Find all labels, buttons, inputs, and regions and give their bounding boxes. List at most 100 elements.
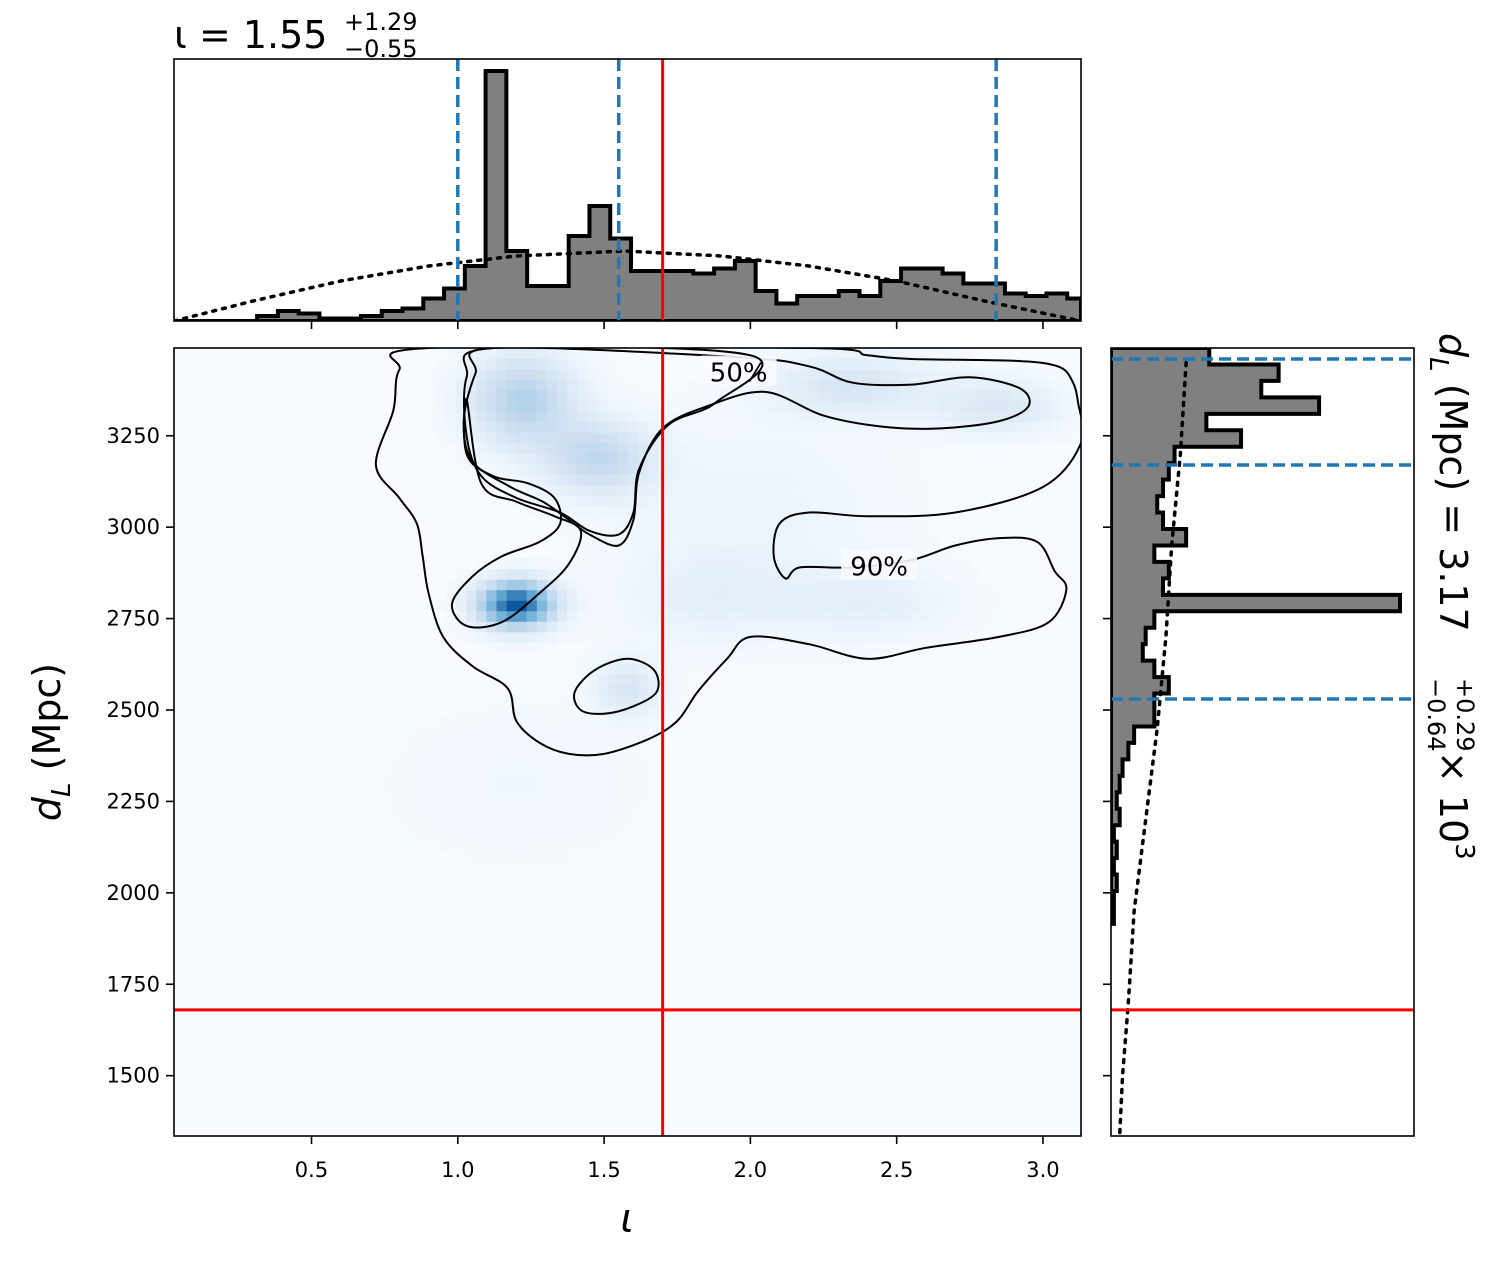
density-cell	[526, 579, 538, 591]
density-cell	[829, 484, 840, 496]
density-cell	[536, 453, 548, 465]
density-cell	[879, 537, 891, 549]
density-cell	[909, 579, 921, 591]
density-cell	[1050, 432, 1062, 444]
density-cell	[496, 810, 508, 822]
density-cell	[708, 421, 719, 433]
density-cell	[456, 757, 467, 769]
density-cell	[567, 736, 578, 748]
density-cell	[758, 526, 770, 538]
density-cell	[536, 579, 548, 591]
density-cell	[466, 831, 477, 843]
density-cell	[818, 369, 830, 381]
density-cell	[486, 642, 498, 654]
density-cell	[486, 421, 498, 433]
density-cell	[476, 568, 488, 580]
density-cell	[577, 652, 588, 664]
density-cell	[546, 694, 558, 706]
density-cell	[556, 820, 568, 832]
density-cell	[849, 379, 860, 391]
density-cell	[506, 421, 518, 433]
density-cell	[556, 358, 568, 370]
density-cell	[577, 694, 588, 706]
density-cell	[496, 463, 508, 475]
density-cell	[849, 463, 860, 475]
density-cell	[476, 736, 488, 748]
density-cell	[929, 369, 941, 381]
density-cell	[748, 621, 760, 633]
density-cell	[526, 379, 538, 391]
density-cell	[506, 705, 518, 717]
density-cell	[879, 484, 891, 496]
density-cell	[687, 505, 699, 517]
density-cell	[708, 621, 719, 633]
density-cell	[859, 432, 870, 444]
density-cell	[516, 421, 528, 433]
density-cell	[516, 831, 528, 843]
density-cell	[808, 600, 820, 612]
density-cell	[869, 526, 881, 538]
density-cell	[637, 579, 649, 591]
density-cell	[516, 705, 528, 717]
density-cell	[869, 432, 881, 444]
density-cell	[556, 505, 568, 517]
density-cell	[516, 736, 528, 748]
density-cell	[849, 537, 860, 549]
density-cell	[647, 547, 659, 559]
density-cell	[818, 400, 830, 412]
density-cell	[436, 757, 447, 769]
density-cell	[687, 484, 699, 496]
density-cell	[536, 411, 548, 423]
density-cell	[949, 610, 961, 622]
density-cell	[1010, 390, 1022, 402]
density-cell	[708, 558, 719, 570]
density-cell	[798, 348, 810, 360]
density-cell	[556, 516, 568, 528]
density-cell	[939, 369, 951, 381]
density-cell	[506, 379, 518, 391]
density-cell	[667, 684, 679, 696]
density-cell	[738, 652, 750, 664]
density-cell	[829, 652, 840, 664]
density-cell	[476, 610, 488, 622]
density-cell	[1050, 390, 1062, 402]
density-cell	[768, 484, 780, 496]
density-cell	[879, 358, 891, 370]
density-cell	[859, 369, 870, 381]
dL-title-minus-error: −0.64	[1422, 678, 1450, 752]
density-cell	[1060, 379, 1072, 391]
density-cell	[899, 495, 911, 507]
density-cell	[788, 526, 800, 538]
density-cell	[798, 432, 810, 444]
density-cell	[687, 663, 699, 675]
density-cell	[627, 757, 639, 769]
density-cell	[536, 400, 548, 412]
density-cell	[486, 610, 498, 622]
density-cell	[536, 474, 548, 486]
density-cell	[929, 432, 941, 444]
density-cell	[758, 652, 770, 664]
density-cell	[879, 610, 891, 622]
dL-title-scale: × 10	[1431, 751, 1475, 843]
density-cell	[425, 715, 437, 727]
density-cell	[466, 778, 477, 790]
density-cell	[728, 442, 739, 454]
density-cell	[818, 358, 830, 370]
density-cell	[587, 358, 598, 370]
density-cell	[798, 379, 810, 391]
density-cell	[587, 453, 598, 465]
density-cell	[627, 673, 639, 685]
density-cell	[879, 369, 891, 381]
density-cell	[839, 432, 850, 444]
density-cell	[647, 411, 659, 423]
density-cell	[526, 474, 538, 486]
density-cell	[516, 484, 528, 496]
density-cell	[738, 610, 750, 622]
density-cell	[1020, 400, 1032, 412]
density-cell	[617, 684, 629, 696]
density-cell	[687, 558, 699, 570]
density-cell	[677, 684, 689, 696]
density-cell	[748, 547, 760, 559]
density-cell	[939, 600, 951, 612]
density-cell	[496, 820, 508, 832]
